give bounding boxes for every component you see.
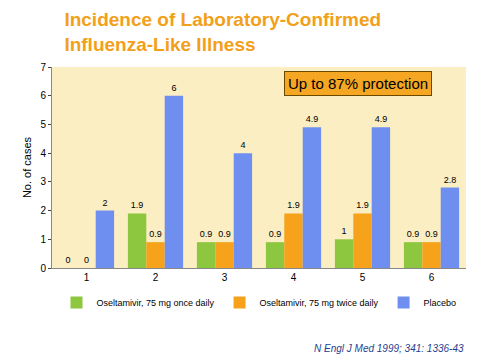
svg-text:1.9: 1.9 — [131, 200, 144, 210]
svg-text:6: 6 — [429, 272, 435, 283]
svg-text:0.9: 0.9 — [200, 229, 213, 239]
svg-text:1: 1 — [342, 226, 347, 236]
svg-text:4: 4 — [291, 272, 297, 283]
svg-text:0.9: 0.9 — [218, 229, 231, 239]
svg-text:5: 5 — [40, 119, 46, 130]
svg-text:0: 0 — [84, 255, 89, 265]
svg-text:0.9: 0.9 — [269, 229, 282, 239]
svg-text:4: 4 — [40, 148, 46, 159]
svg-text:1: 1 — [84, 272, 90, 283]
svg-text:0: 0 — [40, 263, 46, 274]
svg-text:0.9: 0.9 — [425, 229, 438, 239]
svg-text:0.9: 0.9 — [407, 229, 420, 239]
svg-text:5: 5 — [360, 272, 366, 283]
svg-text:7: 7 — [40, 62, 46, 73]
svg-text:1.9: 1.9 — [287, 200, 300, 210]
svg-text:2.8: 2.8 — [444, 175, 457, 185]
svg-text:6: 6 — [171, 83, 176, 93]
svg-text:Oseltamivir, 75 mg twice daily: Oseltamivir, 75 mg twice daily — [260, 298, 379, 308]
svg-text:0.9: 0.9 — [149, 229, 162, 239]
svg-text:4.9: 4.9 — [375, 114, 388, 124]
svg-text:Incidence of Laboratory-Confir: Incidence of Laboratory-ConfirmedInfluen… — [64, 9, 381, 55]
svg-text:Up to 87% protection: Up to 87% protection — [288, 75, 428, 92]
svg-text:No. of cases: No. of cases — [21, 136, 33, 198]
svg-text:2: 2 — [102, 198, 107, 208]
svg-text:3: 3 — [222, 272, 228, 283]
svg-text:Placebo: Placebo — [424, 298, 457, 308]
svg-text:0: 0 — [66, 255, 71, 265]
svg-text:4.9: 4.9 — [306, 114, 319, 124]
svg-text:4: 4 — [240, 140, 245, 150]
svg-text:1.9: 1.9 — [356, 200, 369, 210]
svg-text:3: 3 — [40, 176, 46, 187]
svg-text:1: 1 — [40, 234, 46, 245]
svg-text:2: 2 — [153, 272, 159, 283]
svg-text:N Engl J Med 1999; 341: 1336-4: N Engl J Med 1999; 341: 1336-43 — [314, 343, 464, 354]
svg-text:2: 2 — [40, 205, 46, 216]
svg-text:Oseltamivir, 75 mg once daily: Oseltamivir, 75 mg once daily — [97, 298, 215, 308]
svg-text:6: 6 — [40, 90, 46, 101]
